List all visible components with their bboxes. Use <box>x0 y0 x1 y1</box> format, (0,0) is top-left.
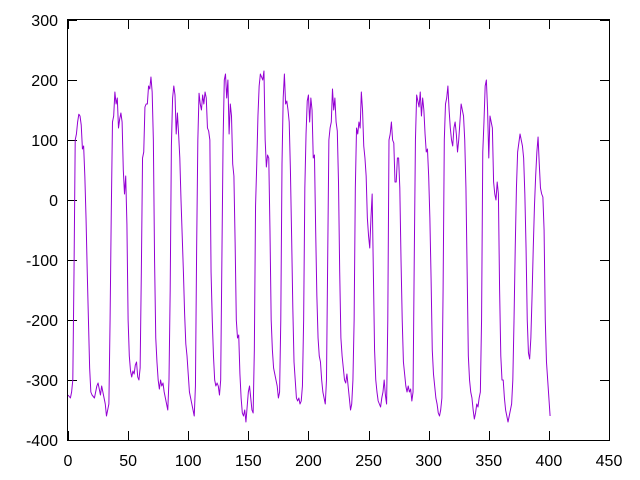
y-tick-label: 0 <box>49 193 58 210</box>
x-tick-label: 400 <box>536 453 563 470</box>
x-tick-label: 200 <box>295 453 322 470</box>
y-tick-label: 200 <box>31 73 58 90</box>
x-tick-label: 350 <box>475 453 502 470</box>
axis-ticks <box>68 20 610 441</box>
x-tick-label: 450 <box>596 453 623 470</box>
x-tick-label: 100 <box>175 453 202 470</box>
x-tick-label: 150 <box>235 453 262 470</box>
x-tick-label: 50 <box>119 453 137 470</box>
tick-labels: 0 50 100 150 200 250 300 350 400 450 -400 -300 -200 -… <box>26 13 622 470</box>
plot-series <box>67 70 551 423</box>
series-line-1 <box>67 70 551 423</box>
y-tick-label: 300 <box>31 13 58 30</box>
y-tick-label: -100 <box>26 253 58 270</box>
x-tick-label: 300 <box>415 453 442 470</box>
x-tick-label: 250 <box>355 453 382 470</box>
y-tick-label: -300 <box>26 373 58 390</box>
x-tick-label: 0 <box>64 453 73 470</box>
y-tick-label: -400 <box>26 433 58 450</box>
y-tick-label: -200 <box>26 313 58 330</box>
y-tick-label: 100 <box>31 133 58 150</box>
plot-frame <box>67 19 610 441</box>
